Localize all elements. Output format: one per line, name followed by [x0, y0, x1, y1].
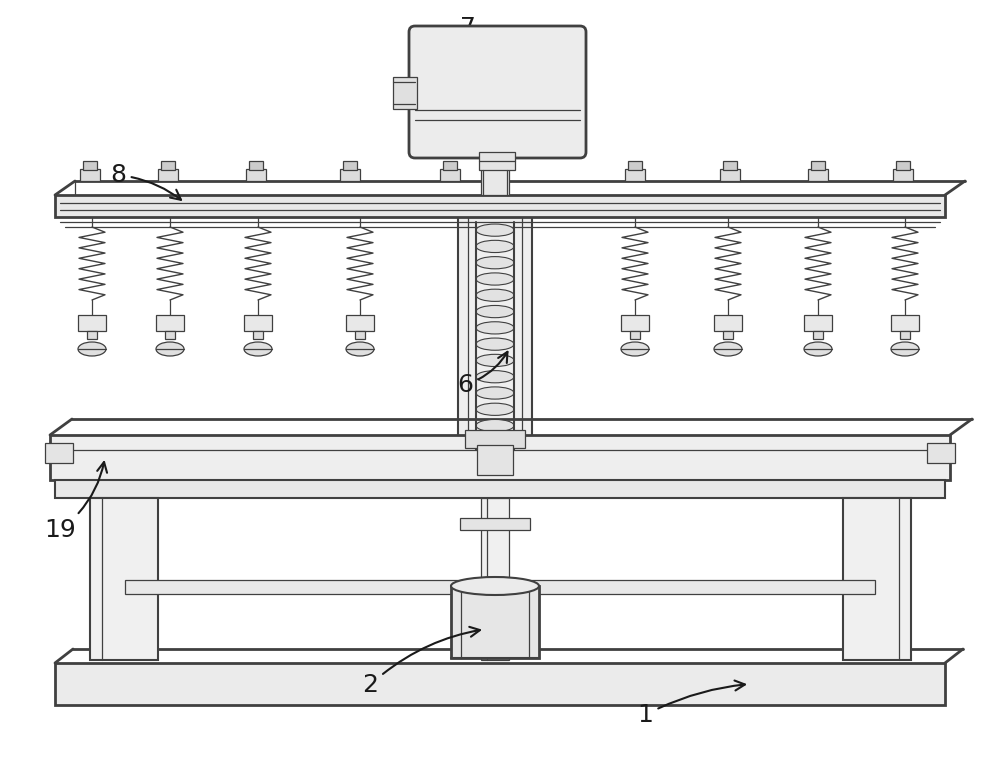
Ellipse shape	[244, 342, 272, 356]
Bar	[813, 331, 823, 339]
Ellipse shape	[476, 354, 514, 367]
Bar	[440, 169, 460, 181]
Bar	[125, 580, 875, 594]
Bar	[244, 315, 272, 331]
Bar	[481, 152, 509, 195]
Bar	[465, 430, 525, 448]
Bar	[808, 169, 828, 181]
Ellipse shape	[621, 342, 649, 356]
Ellipse shape	[891, 342, 919, 356]
Bar	[458, 217, 532, 455]
Bar	[55, 195, 945, 217]
FancyBboxPatch shape	[409, 26, 586, 158]
Bar	[80, 169, 100, 181]
Bar	[723, 161, 737, 170]
Bar	[804, 315, 832, 331]
Ellipse shape	[476, 257, 514, 269]
Text: 19: 19	[44, 462, 107, 542]
Ellipse shape	[476, 420, 514, 432]
Bar	[723, 331, 733, 339]
Bar	[896, 161, 910, 170]
Bar	[891, 315, 919, 331]
Ellipse shape	[476, 322, 514, 334]
Bar	[78, 315, 106, 331]
Bar	[253, 331, 263, 339]
Bar	[55, 663, 945, 705]
Ellipse shape	[346, 342, 374, 356]
Bar	[628, 161, 642, 170]
Bar	[161, 161, 175, 170]
Ellipse shape	[476, 387, 514, 399]
Bar	[451, 586, 539, 658]
Bar	[50, 435, 950, 480]
Bar	[340, 169, 360, 181]
Bar	[625, 169, 645, 181]
Text: 7: 7	[460, 16, 496, 83]
Bar	[346, 315, 374, 331]
Bar	[811, 161, 825, 170]
Bar	[927, 443, 955, 463]
Bar	[156, 315, 184, 331]
Bar	[481, 498, 509, 660]
Ellipse shape	[476, 289, 514, 301]
Ellipse shape	[156, 342, 184, 356]
Bar	[460, 518, 530, 530]
Bar	[45, 443, 73, 463]
Bar	[165, 331, 175, 339]
Bar	[246, 169, 266, 181]
Ellipse shape	[476, 436, 514, 448]
Bar	[900, 331, 910, 339]
Ellipse shape	[804, 342, 832, 356]
Ellipse shape	[714, 342, 742, 356]
Text: 8: 8	[110, 163, 181, 200]
Bar	[249, 161, 263, 170]
Ellipse shape	[476, 273, 514, 285]
Bar	[83, 161, 97, 170]
Bar	[355, 331, 365, 339]
Bar	[55, 480, 945, 498]
Bar	[843, 498, 911, 660]
Ellipse shape	[476, 338, 514, 350]
Text: 6: 6	[457, 352, 507, 397]
Text: 2: 2	[362, 627, 480, 697]
Ellipse shape	[78, 342, 106, 356]
Text: 1: 1	[637, 681, 745, 727]
Bar	[443, 161, 457, 170]
Ellipse shape	[451, 577, 539, 595]
Bar	[621, 315, 649, 331]
Ellipse shape	[476, 241, 514, 253]
Bar	[158, 169, 178, 181]
Bar	[343, 161, 357, 170]
Bar	[630, 331, 640, 339]
Bar	[477, 445, 513, 475]
Ellipse shape	[476, 305, 514, 318]
Bar	[90, 498, 158, 660]
Bar	[714, 315, 742, 331]
Bar	[393, 77, 417, 109]
Ellipse shape	[476, 370, 514, 383]
Ellipse shape	[476, 403, 514, 415]
Bar	[720, 169, 740, 181]
Bar	[87, 331, 97, 339]
Ellipse shape	[476, 224, 514, 236]
Bar	[893, 169, 913, 181]
Bar	[479, 152, 515, 170]
